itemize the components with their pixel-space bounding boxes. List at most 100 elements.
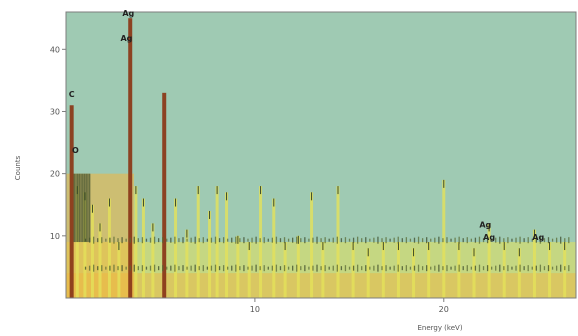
bar-cap	[503, 242, 505, 251]
marker-tick	[568, 265, 570, 272]
marker-tick	[564, 266, 566, 271]
bar-cap	[175, 198, 177, 207]
marker-tick	[308, 238, 310, 242]
bar-cap	[428, 242, 430, 251]
marker-tick	[373, 265, 375, 271]
marker-tick	[377, 236, 379, 244]
marker-tick	[385, 265, 387, 272]
bar-cap	[352, 242, 354, 251]
marker-tick	[162, 237, 164, 244]
marker-tick	[308, 266, 310, 270]
marker-tick	[296, 264, 298, 272]
marker-tick	[129, 265, 131, 271]
marker-tick	[442, 238, 444, 243]
marker-tick	[271, 237, 273, 243]
marker-tick	[121, 237, 123, 244]
marker-tick	[328, 266, 330, 270]
marker-tick	[157, 266, 160, 271]
marker-tick	[344, 237, 347, 244]
bar-cap	[260, 186, 262, 195]
marker-tick	[409, 266, 412, 270]
marker-tick	[304, 237, 306, 244]
cluster-tick	[78, 173, 81, 243]
marker-tick	[186, 266, 188, 270]
marker-tick	[255, 264, 257, 272]
spectrum-bar	[117, 242, 121, 298]
marker-tick	[365, 237, 367, 244]
marker-tick	[271, 265, 273, 271]
spectrum-bar	[69, 105, 74, 299]
marker-tick	[389, 266, 391, 270]
bar-cap	[216, 186, 218, 195]
marker-tick	[405, 237, 408, 244]
marker-tick	[495, 265, 497, 271]
marker-tick	[434, 265, 436, 271]
bar-cap	[413, 248, 415, 257]
marker-tick	[397, 236, 399, 244]
bar-cap	[152, 223, 154, 232]
marker-tick	[430, 238, 432, 242]
marker-tick	[511, 266, 513, 270]
marker-tick	[166, 238, 168, 242]
marker-tick	[141, 265, 144, 272]
marker-tick	[434, 237, 436, 243]
marker-tick	[279, 266, 282, 271]
peak-label: Ag	[120, 34, 132, 43]
marker-tick	[373, 237, 375, 243]
marker-tick	[446, 265, 448, 272]
marker-tick	[174, 264, 176, 272]
marker-tick	[523, 238, 525, 243]
marker-tick	[365, 265, 367, 272]
marker-tick	[287, 266, 290, 270]
marker-tick	[393, 265, 395, 271]
marker-tick	[470, 238, 472, 242]
bar-cap	[518, 248, 520, 257]
bar-cap	[533, 229, 535, 238]
cluster-tick	[87, 173, 89, 243]
marker-tick	[153, 264, 156, 272]
marker-tick	[421, 266, 424, 271]
marker-tick	[519, 264, 521, 272]
marker-tick	[231, 265, 233, 271]
marker-tick	[251, 265, 253, 271]
marker-tick	[166, 266, 168, 270]
spectrum-bar	[472, 248, 476, 298]
marker-tick	[88, 265, 91, 271]
marker-tick	[405, 265, 408, 272]
marker-tick	[462, 238, 464, 243]
marker-tick	[194, 236, 196, 244]
marker-tick	[535, 237, 537, 243]
marker-tick	[409, 238, 412, 242]
marker-tick	[316, 264, 318, 272]
marker-tick	[340, 266, 343, 271]
spectrum-bar	[366, 248, 370, 298]
cluster-tick	[83, 173, 86, 243]
marker-tick	[527, 265, 529, 272]
bar-cap	[197, 186, 199, 195]
marker-tick	[133, 236, 135, 244]
marker-tick	[458, 236, 460, 244]
marker-tick	[125, 266, 127, 270]
marker-tick	[324, 265, 326, 272]
peak-label: C	[69, 90, 75, 99]
marker-tick	[361, 266, 363, 271]
marker-tick	[145, 266, 148, 270]
low-band	[66, 273, 576, 298]
marker-tick	[227, 266, 229, 270]
marker-tick	[93, 236, 95, 244]
marker-tick	[182, 265, 184, 272]
marker-tick	[202, 265, 204, 272]
marker-tick	[474, 237, 477, 243]
marker-tick	[227, 238, 229, 242]
marker-tick	[503, 266, 505, 271]
marker-tick	[235, 236, 237, 244]
marker-tick	[174, 236, 176, 244]
marker-tick	[352, 237, 355, 243]
marker-tick	[113, 236, 115, 244]
marker-tick	[279, 238, 282, 243]
bar-cap	[237, 235, 239, 244]
marker-tick	[121, 265, 123, 272]
marker-tick	[324, 237, 326, 244]
spectrum-bar	[134, 186, 138, 298]
spectrum-bar	[225, 192, 229, 298]
